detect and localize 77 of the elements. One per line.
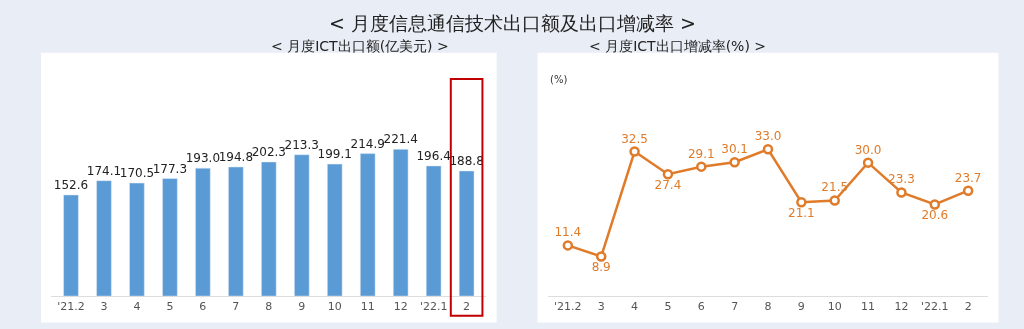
x-tick-label: 5 (664, 300, 672, 314)
x-tick-label: 4 (631, 300, 639, 314)
x-tick-label: 3 (100, 300, 108, 314)
bar (96, 180, 112, 297)
data-label: 196.4 (416, 148, 451, 163)
data-label: 174.1 (86, 163, 122, 178)
bar (425, 165, 442, 297)
data-label: 29.1 (687, 146, 715, 161)
data-label: 199.1 (317, 147, 352, 162)
x-tick-label: 2 (964, 300, 972, 314)
x-tick-label: 12 (894, 300, 909, 314)
bar (327, 163, 343, 297)
text: < 月度信息通信技术出口额及出口增减率 > (329, 12, 696, 34)
data-label: 30.0 (854, 142, 882, 157)
data-label: 152.6 (53, 177, 89, 192)
bar (458, 170, 475, 297)
x-tick-label: 4 (133, 300, 141, 314)
data-label: 8.9 (591, 260, 611, 275)
data-label: 170.5 (119, 166, 155, 181)
point (696, 161, 707, 172)
point (896, 187, 907, 198)
bar (195, 167, 211, 297)
point (762, 144, 774, 155)
data-label: 33.0 (754, 129, 782, 144)
data-label: 21.1 (788, 206, 815, 221)
x-tick-label: 8 (764, 300, 772, 314)
x-tick-label: 5 (166, 300, 174, 314)
data-label: 11.4 (554, 225, 582, 240)
chart-title: < 月度ICT出口增减率(%) > (589, 38, 767, 54)
x-tick-label: '22.1 (419, 300, 448, 314)
data-label: 214.9 (350, 136, 385, 151)
x-tick-label: 10 (327, 300, 342, 314)
data-label: 20.6 (921, 208, 949, 223)
data-label: 177.3 (152, 161, 188, 176)
point (862, 157, 874, 168)
bar (228, 166, 244, 297)
bar (393, 149, 409, 297)
bar (294, 154, 310, 297)
bar (261, 161, 277, 297)
data-label: 30.1 (721, 142, 748, 157)
point (929, 199, 941, 210)
x-tick-label: 11 (360, 300, 375, 314)
data-label: 23.7 (954, 170, 982, 185)
x-tick-label: '21.2 (57, 300, 85, 314)
x-tick-label: '21.2 (554, 300, 582, 314)
x-tick-label: 6 (199, 300, 207, 314)
x-tick-label: 8 (265, 300, 273, 314)
bar (63, 194, 79, 297)
x-tick-label: 11 (861, 300, 876, 314)
x-tick-label: 9 (797, 300, 805, 314)
data-label: 193.0 (185, 151, 221, 166)
chart-title: < 月度ICT出口额(亿美元) > (271, 38, 449, 54)
bar (129, 182, 145, 297)
data-label: 221.4 (383, 132, 418, 147)
x-tick-label: 12 (393, 300, 408, 314)
x-tick-label: 3 (597, 300, 605, 314)
point (729, 156, 740, 168)
bar (162, 178, 178, 297)
point (962, 185, 974, 196)
y-axis-title: (%) (550, 74, 568, 85)
point (629, 146, 640, 157)
point (562, 240, 574, 251)
data-label: 213.3 (284, 137, 319, 152)
x-tick-label: 9 (298, 300, 306, 314)
point (829, 195, 840, 206)
x-tick-label: 7 (731, 300, 739, 314)
point (662, 168, 674, 180)
point (595, 251, 607, 262)
data-label: 27.4 (654, 178, 682, 193)
x-tick-label: 10 (827, 300, 842, 314)
x-tick-label: 7 (232, 300, 240, 314)
x-tick-label: 6 (697, 300, 705, 314)
bar (360, 153, 376, 297)
x-tick-label: '22.1 (921, 300, 949, 314)
x-tick-label: 2 (463, 300, 471, 314)
data-label: 32.5 (621, 131, 648, 146)
point (796, 197, 807, 208)
